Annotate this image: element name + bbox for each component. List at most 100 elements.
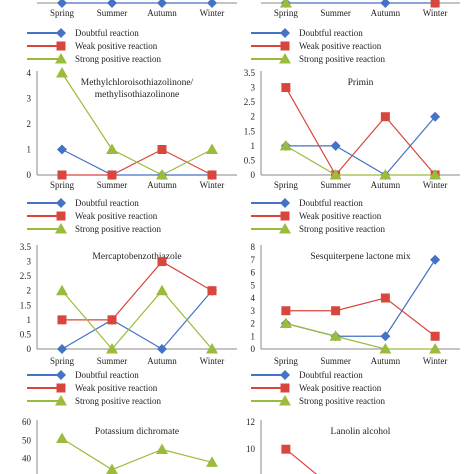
data-point bbox=[156, 443, 168, 454]
data-point bbox=[57, 144, 67, 155]
y-tick-label: 3 bbox=[251, 306, 256, 316]
legend-label: Doubtful reaction bbox=[299, 370, 363, 380]
x-tick-label: Winter bbox=[200, 8, 225, 18]
data-point bbox=[107, 170, 117, 180]
legend-label: Strong positive reaction bbox=[299, 224, 385, 234]
legend-marker bbox=[279, 53, 291, 64]
legend-marker bbox=[280, 28, 290, 38]
legend-marker bbox=[55, 395, 67, 406]
data-point bbox=[281, 83, 291, 93]
data-point bbox=[379, 343, 392, 354]
series-line bbox=[61, 148, 212, 176]
y-tick-label: 1 bbox=[251, 331, 256, 341]
y-tick-label: 2 bbox=[27, 286, 32, 296]
legend-marker bbox=[280, 383, 290, 393]
data-point bbox=[206, 456, 218, 467]
x-tick-label: Autumn bbox=[147, 180, 177, 190]
data-point bbox=[329, 169, 342, 180]
data-point bbox=[330, 140, 341, 151]
data-point bbox=[56, 67, 68, 78]
data-point bbox=[56, 432, 68, 443]
x-tick-label: Spring bbox=[274, 180, 299, 190]
y-tick-label: 3 bbox=[27, 94, 32, 104]
x-tick-label: Winter bbox=[200, 356, 225, 366]
data-point bbox=[57, 170, 67, 180]
data-point bbox=[430, 0, 440, 8]
legend-marker bbox=[56, 28, 66, 38]
x-tick-label: Spring bbox=[50, 356, 75, 366]
y-tick-label: 7 bbox=[251, 255, 256, 265]
data-point bbox=[106, 343, 118, 354]
data-point bbox=[430, 331, 440, 341]
series-line bbox=[285, 297, 436, 337]
series-line bbox=[285, 259, 436, 337]
y-tick-label: 0 bbox=[27, 170, 32, 180]
data-point bbox=[380, 0, 391, 8]
data-point bbox=[156, 284, 168, 296]
y-tick-label: 1 bbox=[27, 315, 32, 325]
legend-marker bbox=[280, 41, 290, 51]
legend-marker bbox=[56, 370, 66, 380]
y-tick-label: 1.5 bbox=[244, 126, 256, 136]
data-point bbox=[207, 286, 217, 296]
data-point bbox=[329, 330, 342, 341]
legend-label: Strong positive reaction bbox=[299, 54, 385, 64]
data-point bbox=[106, 143, 118, 154]
y-tick-label: 4 bbox=[27, 68, 32, 78]
legend-label: Weak positive reaction bbox=[75, 41, 158, 51]
data-point bbox=[281, 444, 291, 454]
legend-marker bbox=[280, 370, 290, 380]
y-tick-label: 12 bbox=[246, 417, 255, 427]
y-tick-label: 5 bbox=[251, 280, 256, 290]
legend-label: Strong positive reaction bbox=[75, 54, 161, 64]
x-tick-label: Winter bbox=[423, 356, 448, 366]
y-tick-label: 2.5 bbox=[244, 97, 256, 107]
legend-label: Strong positive reaction bbox=[75, 396, 161, 406]
legend-marker bbox=[280, 198, 290, 208]
series-line bbox=[61, 289, 213, 350]
data-point bbox=[156, 169, 168, 180]
y-tick-label: 3 bbox=[251, 83, 256, 93]
y-tick-label: 3 bbox=[27, 257, 32, 267]
x-tick-label: Summer bbox=[320, 180, 351, 190]
series-line bbox=[285, 145, 436, 176]
chart-title: Sesquiterpene lactone mix bbox=[310, 252, 410, 262]
legend-label: Weak positive reaction bbox=[299, 211, 382, 221]
x-tick-label: Winter bbox=[423, 8, 448, 18]
data-point bbox=[206, 343, 218, 354]
legend-marker bbox=[55, 223, 67, 234]
chart-title: Mercaptobenzothiazole bbox=[92, 252, 181, 262]
y-tick-label: 2 bbox=[251, 112, 256, 122]
legend-marker bbox=[279, 223, 291, 234]
legend-marker bbox=[56, 383, 66, 393]
y-tick-label: 3.5 bbox=[244, 68, 256, 78]
legend-label: Weak positive reaction bbox=[299, 383, 382, 393]
legend-label: Strong positive reaction bbox=[75, 224, 161, 234]
legend-label: Weak positive reaction bbox=[75, 211, 158, 221]
data-point bbox=[281, 306, 291, 316]
data-point bbox=[107, 0, 117, 8]
legend-marker bbox=[56, 198, 66, 208]
y-tick-label: 8 bbox=[251, 242, 256, 252]
data-point bbox=[206, 143, 218, 154]
x-tick-label: Summer bbox=[320, 8, 351, 18]
x-tick-label: Summer bbox=[320, 356, 351, 366]
data-point bbox=[106, 463, 118, 474]
y-tick-label: 10 bbox=[246, 444, 256, 454]
x-tick-label: Autumn bbox=[371, 8, 401, 18]
data-point bbox=[279, 317, 292, 328]
legend-label: Doubtful reaction bbox=[299, 198, 363, 208]
data-point bbox=[157, 145, 167, 154]
x-tick-label: Spring bbox=[274, 8, 299, 18]
data-point bbox=[56, 284, 68, 296]
y-tick-label: 0.5 bbox=[20, 329, 32, 339]
legend-marker bbox=[56, 211, 66, 221]
data-point bbox=[429, 343, 442, 354]
data-point bbox=[107, 315, 117, 325]
y-tick-label: 0.5 bbox=[244, 155, 256, 165]
series-line bbox=[61, 437, 213, 471]
y-tick-label: 2 bbox=[251, 319, 256, 329]
data-point bbox=[380, 112, 390, 122]
data-point bbox=[279, 0, 292, 8]
